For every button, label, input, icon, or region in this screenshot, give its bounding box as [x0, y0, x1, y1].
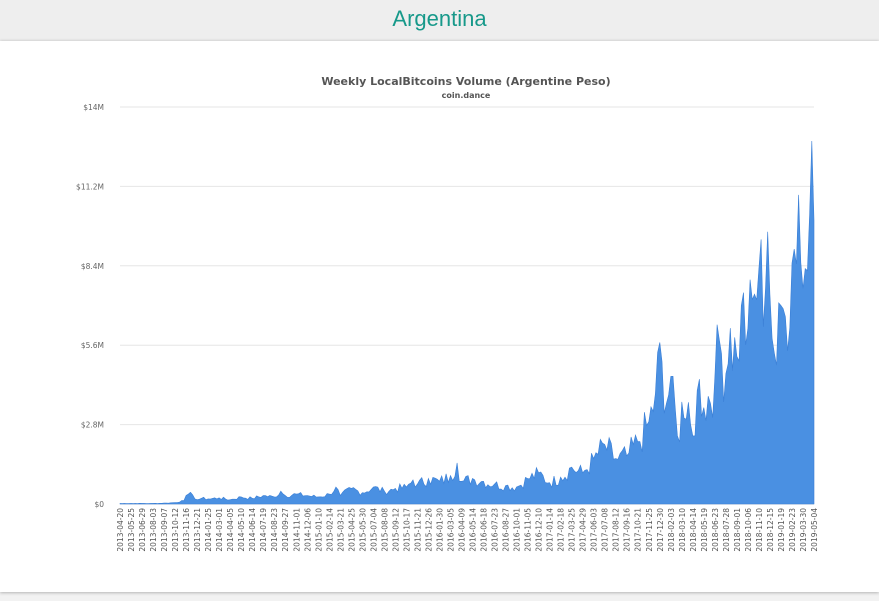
x-tick-label: 2017-08-12: [612, 508, 621, 552]
x-tick-label: 2017-02-18: [557, 508, 566, 552]
x-tick-label: 2014-03-01: [215, 508, 224, 552]
y-axis: $0 $2.8M $5.6M $8.4M $11.2M $14M: [76, 103, 104, 509]
x-tick-label: 2015-08-08: [380, 508, 389, 552]
x-tick-label: 2014-12-06: [303, 508, 312, 552]
x-tick-label: 2014-06-14: [248, 508, 257, 552]
x-tick-label: 2017-03-25: [568, 508, 577, 552]
x-tick-label: 2017-10-21: [634, 508, 643, 552]
x-tick-label: 2016-01-30: [435, 508, 444, 552]
chart-subtitle: coin.dance: [442, 91, 491, 100]
x-tick-label: 2016-11-05: [524, 508, 533, 552]
x-tick-label: 2017-06-03: [590, 508, 599, 552]
x-tick-label: 2015-07-04: [369, 508, 378, 552]
x-tick-label: 2017-12-30: [656, 508, 665, 552]
area-series: [119, 140, 815, 505]
x-tick-label: 2014-09-27: [281, 508, 290, 552]
x-tick-label: 2017-07-08: [601, 508, 610, 552]
x-tick-label: 2018-12-15: [766, 508, 775, 552]
y-tick-label: $0: [94, 500, 104, 509]
x-tick-label: 2019-01-19: [777, 508, 786, 552]
x-tick-label: 2014-05-10: [237, 508, 246, 552]
y-tick-label: $11.2M: [76, 182, 104, 191]
x-tick-label: 2015-12-26: [424, 508, 433, 552]
x-tick-label: 2014-08-23: [270, 508, 279, 552]
page-title: Argentina: [392, 6, 487, 31]
x-tick-label: 2015-10-17: [402, 508, 411, 552]
x-tick-label: 2017-09-16: [623, 508, 632, 552]
x-tick-label: 2017-11-25: [645, 508, 654, 552]
x-tick-label: 2016-04-09: [457, 508, 466, 552]
x-tick-label: 2013-11-16: [182, 508, 191, 552]
x-tick-label: 2013-04-20: [116, 508, 125, 552]
x-tick-label: 2019-05-04: [810, 508, 819, 552]
volume-area: [119, 140, 815, 505]
page-header: Argentina: [0, 0, 879, 40]
x-tick-label: 2016-06-18: [480, 508, 489, 552]
x-tick-label: 2018-03-10: [678, 508, 687, 552]
x-tick-label: 2013-09-07: [160, 508, 169, 552]
x-tick-label: 2018-11-10: [755, 508, 764, 552]
x-tick-label: 2013-06-29: [138, 508, 147, 552]
chart-title: Weekly LocalBitcoins Volume (Argentine P…: [321, 75, 610, 88]
x-tick-label: 2015-11-21: [413, 508, 422, 552]
y-tick-label: $14M: [83, 103, 104, 112]
volume-chart: Weekly LocalBitcoins Volume (Argentine P…: [76, 75, 819, 552]
x-tick-label: 2014-11-01: [292, 508, 301, 552]
x-tick-label: 2016-08-27: [502, 508, 511, 552]
chart-card: Weekly LocalBitcoins Volume (Argentine P…: [0, 41, 879, 592]
x-tick-label: 2017-01-14: [546, 508, 555, 552]
x-tick-label: 2013-08-03: [149, 508, 158, 552]
x-tick-label: 2018-09-01: [733, 508, 742, 552]
x-tick-label: 2018-05-19: [700, 508, 709, 552]
y-tick-label: $5.6M: [81, 341, 104, 350]
x-tick-label: 2015-02-14: [325, 508, 334, 552]
x-tick-label: 2019-02-23: [788, 508, 797, 552]
x-tick-label: 2015-09-12: [391, 508, 400, 552]
x-tick-label: 2018-06-23: [711, 508, 720, 552]
x-tick-label: 2015-01-10: [314, 508, 323, 552]
x-tick-label: 2014-07-19: [259, 508, 268, 552]
x-tick-label: 2013-05-25: [127, 508, 136, 552]
x-tick-label: 2016-12-10: [535, 508, 544, 552]
x-tick-label: 2016-07-23: [491, 508, 500, 552]
x-tick-label: 2018-02-03: [667, 508, 676, 552]
x-tick-label: 2015-03-21: [336, 508, 345, 552]
x-tick-label: 2016-05-14: [469, 508, 478, 552]
x-tick-label: 2014-01-25: [204, 508, 213, 552]
y-tick-label: $2.8M: [81, 421, 104, 430]
x-tick-label: 2017-04-29: [579, 508, 588, 552]
x-tick-label: 2015-04-25: [347, 508, 356, 552]
x-tick-label: 2013-12-21: [193, 508, 202, 552]
y-tick-label: $8.4M: [81, 262, 104, 271]
x-tick-label: 2013-10-12: [171, 508, 180, 552]
x-tick-label: 2018-07-28: [722, 508, 731, 552]
x-tick-label: 2015-05-30: [358, 508, 367, 552]
x-tick-label: 2019-03-30: [799, 508, 808, 552]
x-tick-label: 2014-04-05: [226, 508, 235, 552]
x-axis: 2013-04-20 2013-05-25 2013-06-29 2013-08-03…: [116, 508, 819, 552]
x-tick-label: 2018-10-06: [744, 508, 753, 552]
x-tick-label: 2016-03-05: [446, 508, 455, 552]
x-tick-label: 2018-04-14: [689, 508, 698, 552]
x-tick-label: 2016-10-01: [513, 508, 522, 552]
